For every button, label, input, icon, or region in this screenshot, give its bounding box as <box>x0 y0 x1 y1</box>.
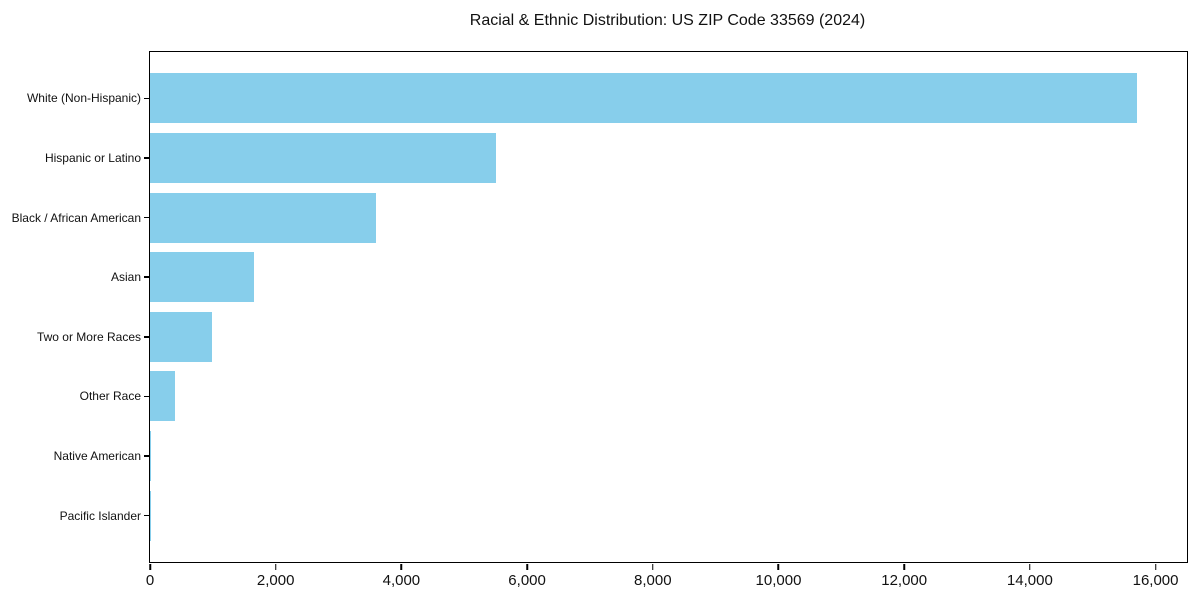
bar <box>150 192 377 243</box>
bar <box>150 133 496 183</box>
y-axis-tick-mark <box>144 216 150 219</box>
bar-row: White (Non-Hispanic) <box>27 73 1187 124</box>
y-axis-category-label: Pacific Islander <box>59 508 141 523</box>
x-axis-tick-label: 10,000 <box>755 572 802 589</box>
bar <box>150 73 1137 124</box>
x-axis-tick-mark <box>1029 563 1031 570</box>
x-axis-tick-label: 16,000 <box>1132 572 1179 589</box>
chart-title: Racial & Ethnic Distribution: US ZIP Cod… <box>469 12 866 29</box>
x-axis-tick-mark <box>274 563 277 570</box>
x-axis-tick-mark <box>149 563 151 570</box>
y-axis-category-label: White (Non-Hispanic) <box>26 91 141 106</box>
x-axis-tick-mark <box>777 563 780 570</box>
x-axis-tick-label: 12,000 <box>881 572 928 589</box>
y-axis-tick-mark <box>144 276 150 278</box>
x-axis-tick-label: 4,000 <box>382 572 421 589</box>
y-axis-category-label: Two or More Races <box>36 329 141 344</box>
bar <box>150 252 254 303</box>
y-axis-category-label: Hispanic or Latino <box>44 151 141 165</box>
y-axis-tick-mark <box>144 455 150 457</box>
bar-row: Two or More Races <box>37 311 1187 362</box>
y-axis-tick-mark <box>144 336 150 338</box>
bar <box>150 431 152 481</box>
bar-row: Asian <box>111 252 1187 303</box>
y-axis-tick-mark <box>144 97 150 100</box>
x-axis-tick-label: 8,000 <box>634 572 672 589</box>
x-axis-tick-label: 2,000 <box>256 572 295 589</box>
x-axis-tick-mark <box>1154 563 1157 570</box>
y-axis-category-label: Other Race <box>79 389 141 404</box>
bar <box>150 490 151 541</box>
bar <box>150 311 212 362</box>
bar <box>150 371 176 422</box>
bar-row: Pacific Islander <box>60 490 1187 541</box>
x-axis-tick-label: 0 <box>145 572 155 589</box>
x-axis-tick-label: 6,000 <box>508 572 546 589</box>
y-axis-category-label: Native American <box>53 449 141 463</box>
bar-row: Hispanic or Latino <box>45 133 1187 183</box>
x-axis-tick-label: 14,000 <box>1006 572 1053 589</box>
plot-area: White (Non-Hispanic) Hispanic or Latino Bl… <box>12 51 1188 589</box>
x-axis-tick-mark <box>903 563 905 570</box>
y-axis-category-label: Asian <box>110 270 141 285</box>
y-axis-tick-mark <box>144 157 150 159</box>
y-axis-category-label: Black / African American <box>11 210 141 225</box>
x-axis-tick-mark <box>526 563 528 570</box>
y-axis-tick-mark <box>144 395 150 398</box>
x-axis-tick-mark <box>652 563 654 570</box>
bar-row: Black / African American <box>12 192 1187 243</box>
y-axis-tick-mark <box>144 514 150 517</box>
bar-row: Native American <box>54 431 1187 481</box>
x-axis-tick-mark <box>400 563 403 570</box>
bar-row: Other Race <box>80 371 1187 422</box>
